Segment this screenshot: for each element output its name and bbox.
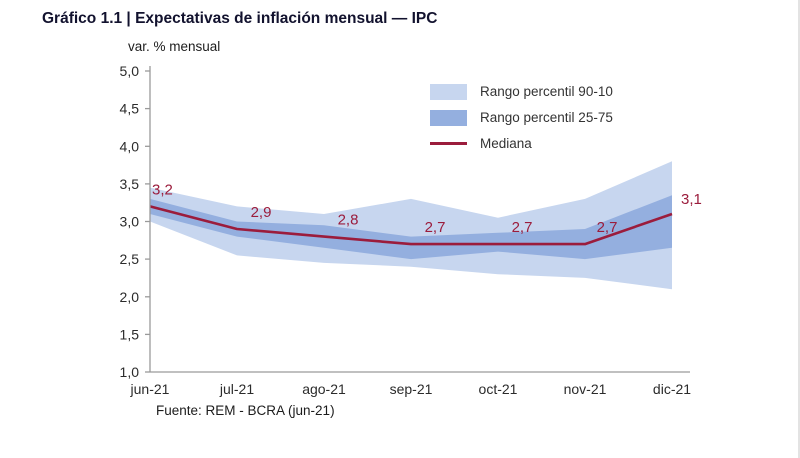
legend-label-percentile-90-10: Rango percentil 90-10 bbox=[480, 84, 613, 99]
svg-text:2,7: 2,7 bbox=[597, 219, 618, 236]
svg-text:4,0: 4,0 bbox=[120, 138, 140, 154]
svg-text:dic-21: dic-21 bbox=[653, 381, 691, 397]
svg-text:1,0: 1,0 bbox=[120, 364, 140, 380]
svg-text:ago-21: ago-21 bbox=[302, 381, 346, 397]
svg-text:nov-21: nov-21 bbox=[564, 381, 607, 397]
source-note: Fuente: REM - BCRA (jun-21) bbox=[156, 403, 335, 418]
svg-text:2,9: 2,9 bbox=[251, 204, 272, 221]
svg-text:2,5: 2,5 bbox=[120, 251, 140, 267]
chart-area: 1,0 1,5 2,0 2,5 3,0 3,5 4,0 4,5 5,0 jun-21 jul-21 a… bbox=[0, 55, 798, 400]
chart-title: Gráfico 1.1 | Expectativas de inflación … bbox=[42, 10, 438, 27]
band-90-10-swatch bbox=[430, 83, 467, 100]
chart-legend: Rango percentil 90-10 Rango percentil 25… bbox=[430, 83, 613, 152]
svg-text:3,0: 3,0 bbox=[120, 214, 140, 230]
svg-text:3,5: 3,5 bbox=[120, 176, 140, 192]
svg-text:1,5: 1,5 bbox=[120, 326, 140, 342]
svg-text:2,7: 2,7 bbox=[512, 219, 533, 236]
svg-text:jul-21: jul-21 bbox=[219, 381, 254, 397]
svg-text:5,0: 5,0 bbox=[120, 63, 140, 79]
median-line-swatch bbox=[430, 142, 467, 145]
svg-text:3,1: 3,1 bbox=[681, 191, 702, 208]
inflation-band-chart: 1,0 1,5 2,0 2,5 3,0 3,5 4,0 4,5 5,0 jun-21 jul-21 a… bbox=[120, 63, 702, 397]
svg-text:2,8: 2,8 bbox=[338, 212, 359, 229]
legend-item-percentile-25-75: Rango percentil 25-75 bbox=[430, 109, 613, 126]
legend-item-percentile-90-10: Rango percentil 90-10 bbox=[430, 83, 613, 100]
svg-text:jun-21: jun-21 bbox=[130, 381, 170, 397]
svg-text:2,7: 2,7 bbox=[425, 219, 446, 236]
y-axis-unit-label: var. % mensual bbox=[128, 39, 221, 54]
band-25-75-swatch bbox=[430, 109, 467, 126]
legend-label-median: Mediana bbox=[480, 136, 532, 151]
legend-label-percentile-25-75: Rango percentil 25-75 bbox=[480, 110, 613, 125]
svg-text:3,2: 3,2 bbox=[152, 181, 173, 198]
svg-text:sep-21: sep-21 bbox=[390, 381, 433, 397]
svg-text:oct-21: oct-21 bbox=[479, 381, 518, 397]
svg-text:4,5: 4,5 bbox=[120, 101, 140, 117]
legend-item-median: Mediana bbox=[430, 135, 613, 152]
svg-text:2,0: 2,0 bbox=[120, 289, 140, 305]
